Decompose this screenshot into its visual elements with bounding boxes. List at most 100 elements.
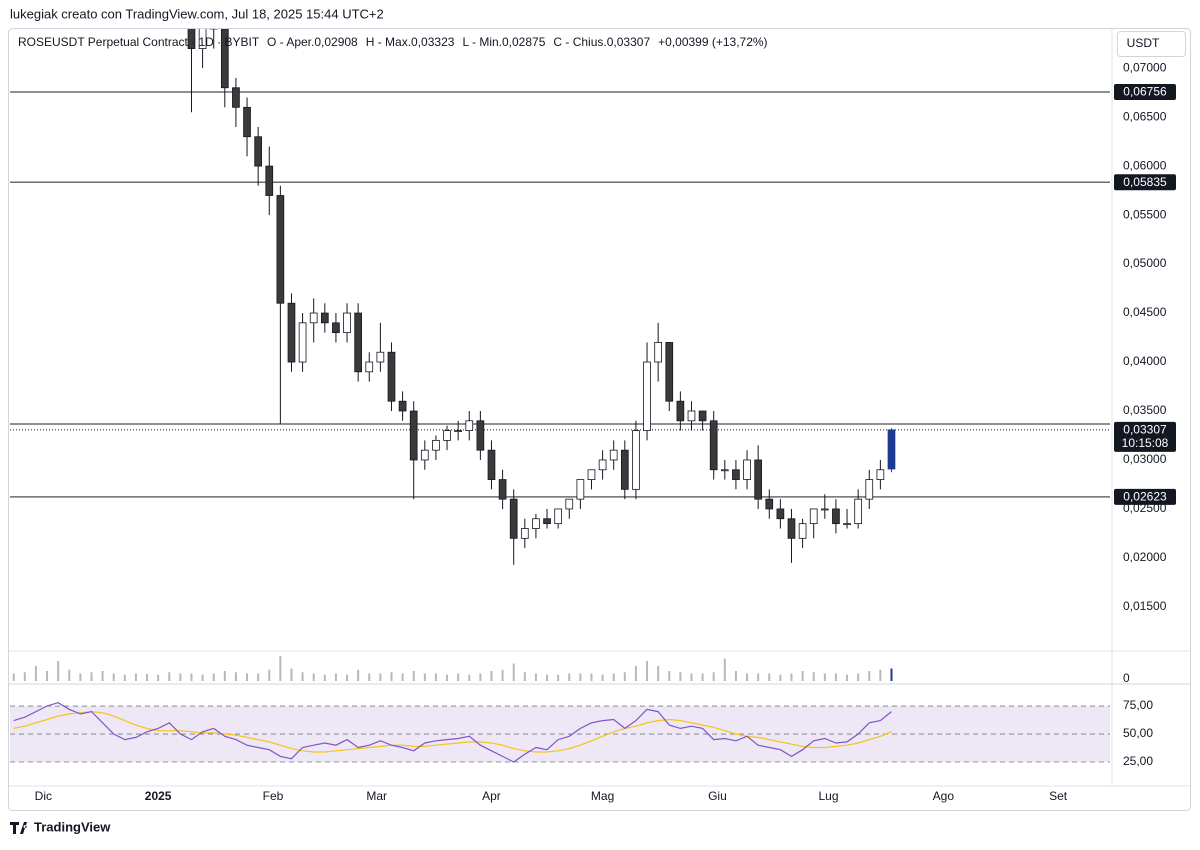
- y-tick-label: 0,07000: [1123, 60, 1167, 74]
- attribution: lukegiak creato con TradingView.com, Jul…: [10, 6, 384, 21]
- volume-bar: [390, 672, 393, 681]
- volume-bar: [601, 674, 604, 681]
- volume-bar: [57, 661, 60, 681]
- candle-body: [876, 469, 885, 480]
- candle-body: [765, 498, 774, 510]
- volume-bar: [857, 673, 860, 681]
- volume-bar: [490, 671, 493, 681]
- legend-item: H - Max.0,03323: [366, 35, 455, 49]
- volume-bar: [279, 656, 282, 681]
- level-label-box: [1114, 84, 1176, 101]
- candle-body: [620, 449, 629, 490]
- volume-bar: [612, 673, 615, 681]
- candle-body: [187, 29, 196, 49]
- candle-body: [332, 322, 340, 334]
- volume-bar: [79, 673, 82, 681]
- legend: ROSEUSDT Perpetual Contract · 1D · BYBIT…: [18, 35, 768, 49]
- volume-bar: [723, 658, 726, 681]
- volume-bar: [446, 674, 449, 681]
- volume-bar: [412, 671, 415, 681]
- axes: 0,015000,020000,025000,030000,035000,040…: [35, 60, 1176, 803]
- volume-bar: [790, 673, 793, 681]
- candle-body: [787, 518, 796, 539]
- candle-body: [576, 479, 585, 500]
- volume-bar: [768, 673, 771, 681]
- x-tick-label: Giu: [708, 789, 727, 803]
- volume-bar: [823, 673, 826, 681]
- candle-body: [254, 136, 262, 167]
- volume-bar: [112, 673, 115, 681]
- volume-bar: [690, 673, 693, 681]
- volume-bar: [434, 673, 437, 681]
- level-label: 0,06756: [1123, 85, 1167, 99]
- price-pane: [10, 29, 1110, 565]
- volume-bar: [12, 673, 15, 681]
- volume-bar: [134, 673, 137, 681]
- price-label-box: [1114, 421, 1176, 452]
- y-tick-label: 0,05000: [1123, 256, 1167, 270]
- volume-bar: [501, 669, 504, 681]
- volume-bar: [512, 663, 515, 681]
- countdown: 10:15:08: [1122, 436, 1169, 450]
- volume-bar: [579, 673, 582, 681]
- candle-body: [732, 469, 740, 480]
- volume-bar: [223, 671, 226, 681]
- x-tick-label: Lug: [819, 789, 839, 803]
- y-tick-label: 0,05500: [1123, 207, 1167, 221]
- rsi-tick-label: 75,00: [1123, 698, 1153, 712]
- candle-body: [198, 29, 207, 49]
- candle-body: [854, 498, 862, 525]
- brand: TradingView: [34, 819, 111, 834]
- x-tick-label: Feb: [263, 789, 284, 803]
- volume-bar: [246, 673, 249, 681]
- candle-body: [398, 400, 407, 412]
- volume-bar: [523, 672, 526, 681]
- y-tick-label: 0,04000: [1123, 354, 1167, 368]
- volume-bar: [801, 671, 804, 681]
- candle-body: [376, 351, 385, 363]
- x-tick-label: Set: [1049, 789, 1068, 803]
- volume-pane: [12, 656, 893, 681]
- volume-bar: [546, 674, 549, 681]
- candle-body: [665, 342, 674, 402]
- candle-body: [654, 342, 662, 363]
- candle-body: [365, 361, 374, 373]
- x-tick-label: Apr: [482, 789, 501, 803]
- candle-body: [265, 165, 274, 196]
- volume-bar: [557, 674, 560, 681]
- y-tick-label: 0,04500: [1123, 305, 1167, 319]
- rsi-tick-label: 25,00: [1123, 754, 1153, 768]
- candle-body: [565, 498, 574, 510]
- volume-bar: [157, 674, 160, 681]
- y-tick-label: 0,06000: [1123, 158, 1167, 172]
- candle-body: [843, 523, 851, 526]
- volume-bar: [23, 672, 26, 681]
- volume-bar: [290, 668, 293, 681]
- candle-body: [298, 322, 307, 363]
- candle-body: [476, 420, 485, 451]
- volume-bar: [679, 672, 682, 681]
- volume-bar: [401, 673, 404, 681]
- candle-body: [243, 106, 251, 138]
- candle-body: [587, 469, 596, 480]
- y-tick-label: 0,01500: [1123, 599, 1167, 613]
- currency[interactable]: USDT: [1127, 36, 1160, 50]
- rsi-line: [13, 702, 892, 763]
- x-tick-label: Mag: [591, 789, 614, 803]
- candle-body: [820, 508, 829, 511]
- volume-bar: [379, 673, 382, 681]
- candle-body: [676, 400, 685, 422]
- legend-item: +0,00399 (+13,72%): [658, 35, 767, 49]
- volume-bar: [46, 671, 49, 681]
- volume-bar: [734, 671, 737, 681]
- candle-body: [409, 410, 418, 461]
- volume-bar: [101, 671, 104, 681]
- frame: [8, 28, 1191, 811]
- y-tick-label: 0,03000: [1123, 452, 1167, 466]
- x-tick-label: Mar: [366, 789, 387, 803]
- brand-logo: [10, 822, 27, 834]
- currency-box[interactable]: [1117, 31, 1186, 57]
- candle-body: [598, 459, 607, 471]
- x-tick-label: Ago: [933, 789, 955, 803]
